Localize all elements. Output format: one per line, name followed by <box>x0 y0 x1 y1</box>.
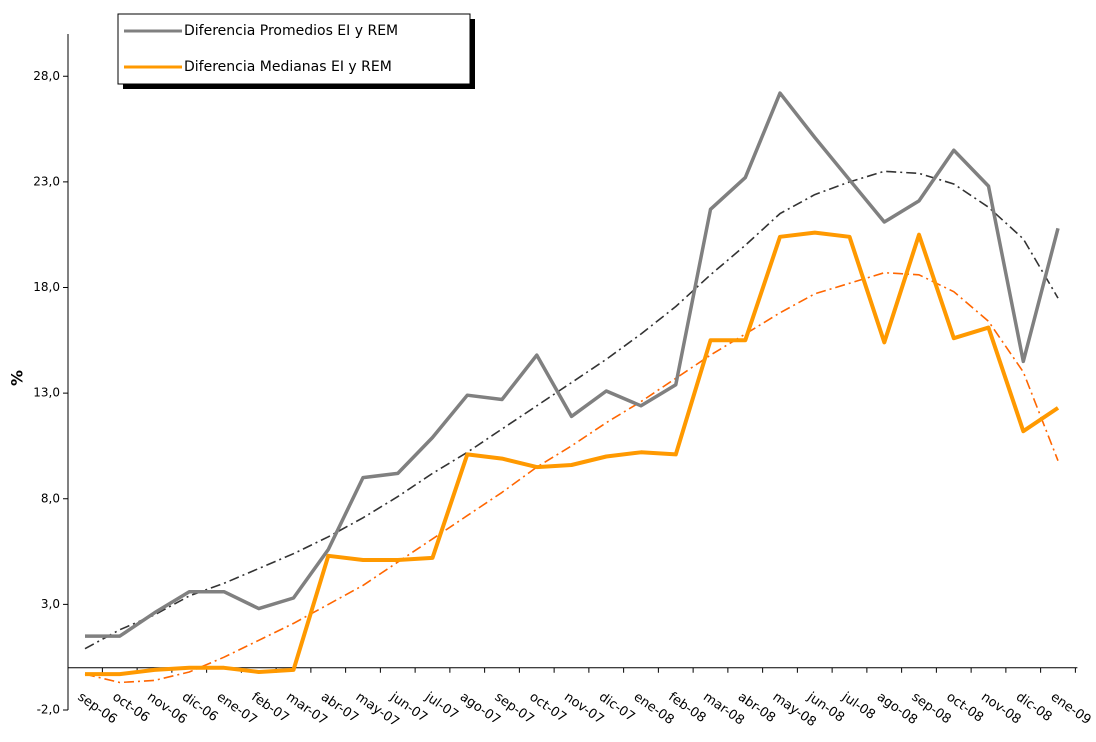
legend-label: Diferencia Medianas EI y REM <box>184 59 392 75</box>
x-tick-label: jul-08 <box>838 689 877 723</box>
legend-label: Diferencia Promedios EI y REM <box>184 23 398 39</box>
y-tick-label: 13,0 <box>33 386 60 400</box>
y-tick-label: -2,0 <box>37 703 60 717</box>
series-line <box>85 230 1060 677</box>
y-tick-label: 23,0 <box>33 174 60 188</box>
y-tick-label: 8,0 <box>41 491 60 505</box>
series-line <box>85 91 1060 638</box>
y-tick-label: 18,0 <box>33 280 60 294</box>
y-tick-label: 3,0 <box>41 597 60 611</box>
y-axis-label: % <box>8 370 27 386</box>
trend-line <box>84 271 1059 684</box>
x-tick-label: jul-07 <box>421 689 460 723</box>
x-tick-label: ene-09 <box>1048 690 1094 728</box>
y-tick-label: 28,0 <box>33 69 60 83</box>
trend-line <box>84 170 1059 650</box>
x-tick-label: sep-06 <box>75 690 120 728</box>
legend <box>117 13 471 85</box>
